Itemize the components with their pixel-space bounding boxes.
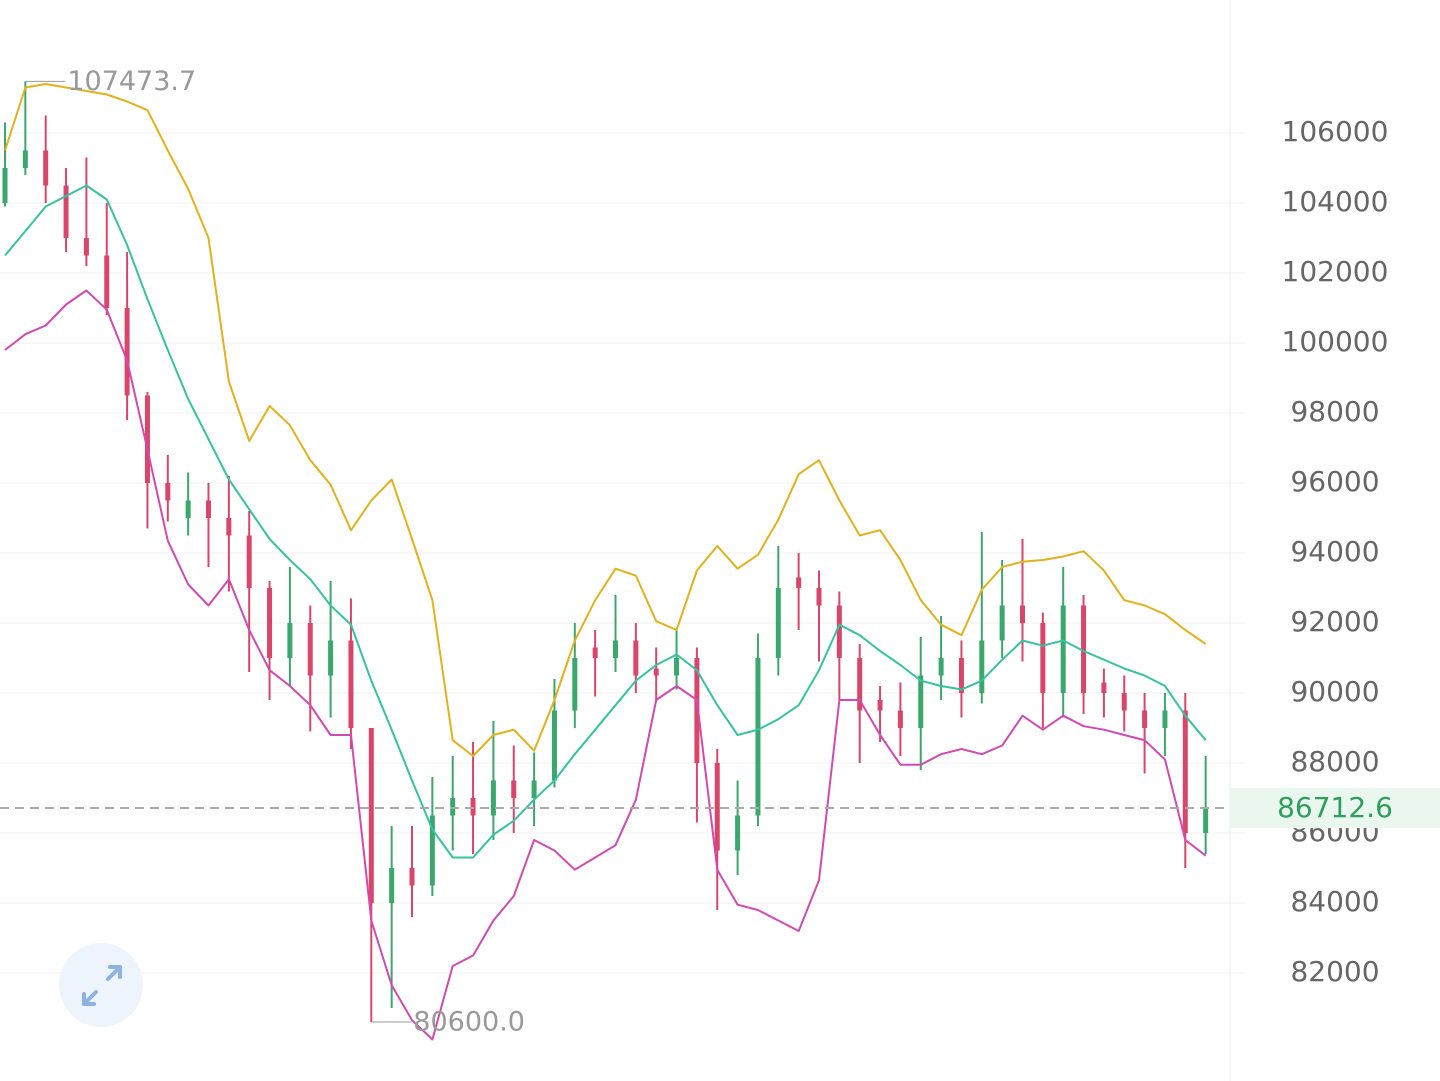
candle-body <box>226 517 232 536</box>
band-line <box>4 184 1207 859</box>
y-tick-label: 100000 <box>1282 325 1389 358</box>
candle-body <box>857 657 863 711</box>
y-tick-label: 96000 <box>1290 465 1379 498</box>
candle-body <box>1020 605 1025 623</box>
candle-body <box>775 587 781 658</box>
candle-body <box>22 150 28 168</box>
candle-body <box>429 815 435 886</box>
candle-body <box>918 675 924 728</box>
candle-body <box>450 797 456 816</box>
candle-body <box>409 867 415 886</box>
candle-body <box>1142 710 1148 728</box>
candle-body <box>1203 808 1209 833</box>
candle-body <box>674 657 680 676</box>
last-price-tag <box>1230 788 1440 829</box>
candle-body <box>1101 682 1107 693</box>
y-tick-label: 104000 <box>1282 185 1389 218</box>
candle-body <box>572 657 578 711</box>
y-tick-label: 92000 <box>1290 605 1379 638</box>
candle-body <box>653 668 659 676</box>
candle-body <box>124 307 130 396</box>
candle-body <box>877 699 883 711</box>
expand-icon[interactable] <box>82 965 122 1006</box>
candle-body <box>104 255 110 308</box>
candle-body <box>796 577 802 588</box>
candle-body <box>1060 605 1066 693</box>
candle-body <box>897 710 903 728</box>
candle-body <box>246 535 252 588</box>
candle-body <box>592 647 598 658</box>
candle-body <box>83 237 89 256</box>
candle-body <box>613 640 618 658</box>
candle-body <box>348 640 354 728</box>
y-tick-label: 84000 <box>1290 885 1379 918</box>
candle-body <box>836 605 842 658</box>
candle-body <box>1081 605 1087 693</box>
candle-body <box>531 780 537 798</box>
candle-body <box>735 815 741 851</box>
y-tick-label: 98000 <box>1290 395 1379 428</box>
annotation-label: 80600.0 <box>413 1006 525 1037</box>
candle-body <box>551 710 557 781</box>
candle-body <box>490 780 496 816</box>
candle-body <box>328 640 334 676</box>
candle-body <box>694 657 700 763</box>
candle-body <box>999 605 1005 641</box>
y-tick-label: 82000 <box>1290 955 1379 988</box>
annotation-label: 107473.7 <box>67 66 196 97</box>
band-line <box>4 289 1207 1041</box>
candle-body <box>1162 710 1168 728</box>
candle-body <box>979 640 985 693</box>
candle-body <box>43 150 49 186</box>
y-tick-label: 106000 <box>1282 115 1389 148</box>
candle-body <box>368 727 374 903</box>
candle-body <box>816 587 822 606</box>
candle-body <box>389 867 395 903</box>
candle-body <box>755 657 761 816</box>
candle-body <box>267 587 273 658</box>
candle-body <box>511 780 517 798</box>
candle-body <box>470 797 476 816</box>
expand-button-bg[interactable] <box>59 943 143 1027</box>
band-line <box>4 83 1207 757</box>
y-tick-label: 102000 <box>1282 255 1389 288</box>
candle-body <box>287 622 293 658</box>
candle-body <box>633 640 639 676</box>
candle-body <box>938 657 944 676</box>
candle-body <box>206 500 211 518</box>
candle-body <box>185 500 191 518</box>
last-price-label: 86712.6 <box>1277 791 1393 824</box>
candle-body <box>144 395 150 483</box>
y-tick-label: 94000 <box>1290 535 1379 568</box>
expand-button[interactable] <box>59 943 143 1027</box>
candle-body <box>958 657 964 693</box>
candle-body <box>1040 622 1046 693</box>
candle-body <box>165 482 171 501</box>
candle-body <box>307 622 313 676</box>
candle-body <box>714 762 720 851</box>
candle-body <box>1121 692 1127 711</box>
y-tick-label: 88000 <box>1290 745 1379 778</box>
y-tick-label: 90000 <box>1290 675 1379 708</box>
candle-body <box>2 167 8 203</box>
candle-body <box>1182 710 1188 833</box>
candle-body <box>63 185 69 238</box>
